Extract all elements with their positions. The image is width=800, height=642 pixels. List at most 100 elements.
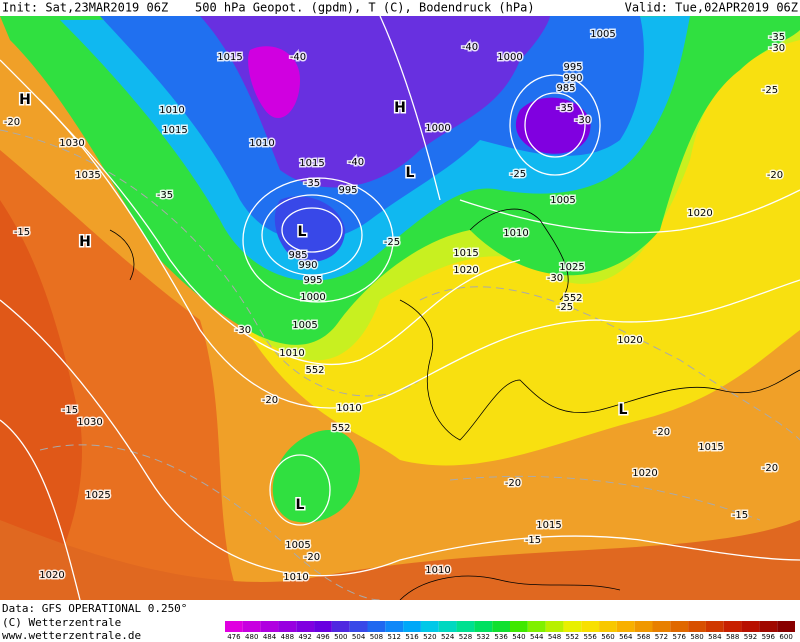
color-cell [652,621,671,632]
url: www.wetterzentrale.de [2,629,141,642]
valid-time: Valid: Tue,02APR2019 06Z [625,1,798,15]
isobars [0,15,800,601]
colorbar-label: 584 [708,633,722,641]
contour-label: 995 [563,62,582,73]
colorbar-label: 548 [548,633,561,641]
contour-label: -25 [510,169,526,180]
color-cell [474,621,493,632]
colorbar-label: 588 [726,633,739,641]
colorbar-label: 488 [281,633,294,641]
color-cell [331,621,350,632]
contour-label: -25 [762,85,778,96]
contour-label: 1000 [300,292,325,303]
contour-label: -15 [525,535,541,546]
color-cell [438,621,457,632]
colorbar-label: 516 [405,633,419,641]
color-cell [296,621,315,632]
contour-label: 1010 [336,403,361,414]
contour-label: -30 [769,43,785,54]
contour-label: -35 [557,103,573,114]
contour-label: 1005 [590,29,615,40]
contour-label: 1030 [77,417,102,428]
color-cell [563,621,582,632]
contour-label: 985 [556,83,575,94]
contour-label: -40 [348,157,364,168]
contour-label: 1005 [292,320,317,331]
contour-label: 1015 [299,158,324,169]
color-cell [599,621,617,632]
contour-label: -15 [14,227,30,238]
contour-label: -30 [235,325,251,336]
contour-label: 1010 [159,105,184,116]
coastlines [109,208,800,601]
colorbar-label: 492 [298,633,311,641]
contour-label: 1020 [617,335,642,346]
contour-label: 1000 [497,52,522,63]
header: Init: Sat,23MAR2019 06Z 500 hPa Geopot. … [0,0,800,16]
color-cell [314,621,332,632]
colorbar-label: 528 [459,633,472,641]
color-cell [225,621,243,632]
contour-label: 1015 [698,442,723,453]
contour-label: 1015 [536,520,561,531]
contour-label: -35 [304,178,320,189]
color-cell [723,621,742,632]
color-cell [527,621,546,632]
color-cell [705,621,724,632]
colorbar-label: 508 [370,633,383,641]
color-cell [670,621,689,632]
color-cell [403,621,421,632]
contour-label: 1025 [559,262,584,273]
contour-label: -30 [575,115,591,126]
color-cell [759,621,778,632]
colorbar-label: 572 [655,633,668,641]
contour-label: -30 [547,273,563,284]
pressure-center: H [79,234,91,250]
copyright: (C) Wetterzentrale [2,616,121,629]
colorbar-label: 592 [744,633,757,641]
colorbar-label: 536 [494,633,508,641]
colorbar: 476 480 484 488 492 496 500 504 508 512 516 520 524 5… [225,621,795,641]
colorbar-label: 524 [441,633,455,641]
contour-label: -25 [384,237,400,248]
contour-label: 1010 [279,348,304,359]
contour-label: 990 [298,260,317,271]
contour-label: 1010 [503,228,528,239]
colorbar-label: 484 [263,633,277,641]
color-cell [634,621,653,632]
contour-label: 1005 [285,540,310,551]
colorbar-label: 596 [762,633,776,641]
colorbar-label: 560 [601,633,614,641]
pressure-center: H [394,100,406,116]
contour-label: -35 [157,190,173,201]
color-cell [367,621,386,632]
pressure-center: L [298,224,307,240]
colorbar-label: 532 [477,633,490,641]
colorbar-label: 500 [334,633,347,641]
contour-label: -20 [762,463,778,474]
contour-label: 552 [305,365,324,376]
contour-label: -40 [462,42,478,53]
map-field [0,16,800,600]
color-cell [349,621,368,632]
contour-label: 990 [563,73,582,84]
color-cell [510,621,528,632]
colorbar-label: 544 [530,633,544,641]
colorbar-label: 476 [227,633,241,641]
contour-label: 995 [303,275,322,286]
pressure-center: L [296,497,305,513]
color-cell [545,621,564,632]
color-cell [688,621,706,632]
contour-label: 1035 [75,170,100,181]
contour-label: 1025 [85,490,110,501]
contour-label: -20 [304,552,320,563]
map-labels: 1015 -40 1010 1015 1010 1030 1035 -35 H -20 H 1000 1… [2,28,786,585]
contour-label: -20 [262,395,278,406]
color-cell [777,621,795,632]
color-cell [581,621,600,632]
colorbar-label: 564 [619,633,633,641]
colorbar-label: 480 [245,633,258,641]
contour-label: -20 [4,117,20,128]
colorbar-label: 520 [423,633,436,641]
